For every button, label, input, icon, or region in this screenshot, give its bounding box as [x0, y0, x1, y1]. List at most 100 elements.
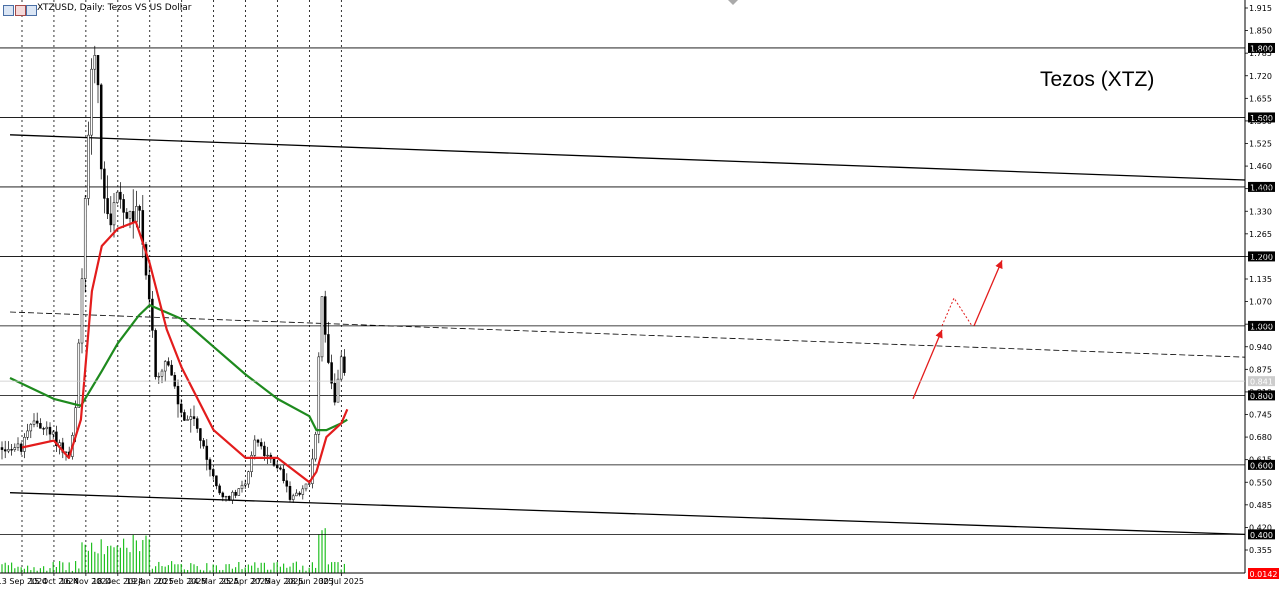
level-label: 0.400 — [1250, 531, 1273, 540]
candle-body — [317, 356, 321, 435]
candle-body — [247, 471, 250, 485]
level-label: 0.600 — [1250, 461, 1273, 470]
candle-body — [320, 296, 324, 358]
time-tick-label: 16 Nov 2024 — [60, 577, 111, 586]
price-tick-label: 0.485 — [1249, 501, 1272, 510]
candle-body — [186, 419, 189, 421]
price-tick-label: 1.395 — [1249, 185, 1272, 194]
price-tick-label: 1.850 — [1249, 27, 1272, 36]
price-tick-label: 0.550 — [1249, 478, 1272, 487]
price-tick-label: 1.655 — [1249, 94, 1272, 103]
candle-body — [51, 431, 55, 435]
candle-body — [106, 198, 109, 215]
candle-body — [147, 274, 151, 300]
candle-body — [243, 483, 247, 486]
candle-body — [253, 439, 257, 456]
candle-body — [291, 495, 295, 500]
candle-body — [179, 403, 183, 413]
candle-body — [256, 439, 260, 443]
candle-body — [163, 361, 167, 372]
grid-layer — [21, 0, 342, 573]
candle-body — [173, 374, 177, 387]
candle-body — [234, 491, 237, 496]
candle-body — [231, 491, 234, 501]
price-tick-label: 1.265 — [1249, 230, 1272, 239]
candle-body — [224, 495, 228, 498]
chart-menu-icon[interactable] — [3, 5, 14, 16]
projection-arrow-2 — [973, 260, 1003, 327]
level-label-box — [1248, 181, 1275, 192]
level-label-box — [1248, 251, 1275, 262]
candle-body — [157, 376, 161, 378]
price-tick-label: 1.590 — [1249, 117, 1272, 126]
candle-body — [205, 445, 209, 460]
candle-body — [307, 483, 311, 485]
candle-body — [42, 428, 45, 430]
candle-body — [215, 475, 218, 487]
candle-body — [93, 55, 97, 70]
candle-body — [99, 84, 103, 170]
time-tick-label: 13 Sep 2024 — [0, 577, 47, 586]
price-tick-label: 1.915 — [1249, 4, 1272, 13]
candle-body — [128, 211, 132, 219]
candle-body — [103, 168, 106, 199]
candle-body — [336, 378, 340, 403]
price-tick-label: 1.005 — [1249, 320, 1272, 329]
candle-body — [192, 416, 196, 419]
moving-averages-layer — [9, 220, 349, 484]
candle-body — [16, 443, 20, 448]
level-label: 1.800 — [1250, 44, 1273, 53]
candle-body — [160, 370, 164, 377]
chart-window-icon[interactable] — [15, 5, 26, 16]
candle-body — [151, 298, 154, 331]
level-label-box — [1248, 459, 1275, 470]
level-label: 0.800 — [1250, 392, 1273, 401]
candle-body — [29, 424, 33, 432]
volume-label-box — [1248, 568, 1279, 579]
candle-body — [323, 296, 327, 335]
candle-body — [208, 459, 212, 470]
candle-body — [48, 426, 52, 435]
candle-body — [202, 440, 205, 447]
time-tick-label: 28 Jun 2025 — [285, 577, 333, 586]
volume-layer — [1, 528, 345, 573]
trendline-layer — [10, 134, 1246, 536]
price-tick-label: 0.615 — [1249, 456, 1272, 465]
time-tick-label: 15 Oct 2024 — [29, 577, 78, 586]
candle-body — [125, 212, 129, 219]
projection-dotted-path — [941, 297, 973, 327]
candle-body — [288, 486, 292, 500]
candle-body — [275, 465, 279, 469]
current-price-label: 0.841 — [1250, 378, 1273, 387]
candle-body — [23, 437, 26, 452]
volume-label: 0.0142 — [1250, 570, 1278, 579]
trendline — [10, 492, 1246, 536]
price-tick-label: 0.420 — [1249, 523, 1272, 532]
price-tick-label: 0.875 — [1249, 365, 1272, 374]
price-tick-label: 1.525 — [1249, 140, 1272, 149]
level-label: 1.400 — [1250, 183, 1273, 192]
candle-body — [330, 362, 333, 384]
candle-body — [135, 206, 138, 223]
candle-body — [39, 423, 42, 429]
candle-body — [240, 484, 244, 489]
candle-body — [176, 385, 180, 405]
candle-body — [87, 134, 90, 199]
candle-body — [311, 458, 314, 484]
price-tick-label: 1.070 — [1249, 298, 1272, 307]
chart-properties-icon[interactable] — [26, 5, 37, 16]
time-tick-label: 20 Feb 2025 — [157, 577, 207, 586]
candle-body — [199, 428, 202, 441]
candle-body — [218, 485, 221, 494]
candle-body — [19, 443, 23, 452]
candle-body — [80, 278, 84, 344]
candle-body — [298, 492, 301, 495]
candle-body — [96, 55, 100, 86]
candle-body — [221, 492, 225, 498]
time-tick-label: 27 May 2025 — [251, 577, 303, 586]
candle-body — [333, 383, 337, 403]
candle-body — [327, 334, 330, 363]
candle-body — [109, 213, 113, 226]
